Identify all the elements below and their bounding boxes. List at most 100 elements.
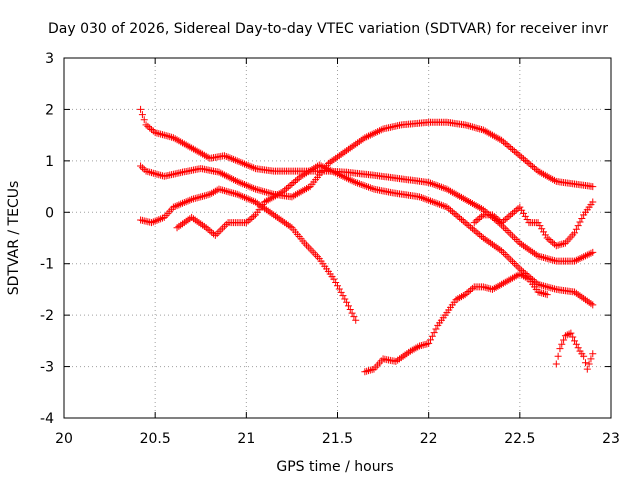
y-tick-label: -1 [40, 257, 54, 273]
data-point [231, 177, 239, 185]
data-point [237, 158, 245, 166]
data-point [547, 284, 555, 292]
y-tick-label: -4 [40, 411, 54, 427]
x-axis-label: GPS time / hours [276, 459, 393, 475]
data-point [587, 249, 595, 257]
data-point [572, 289, 580, 297]
data-point [304, 243, 312, 251]
data-point [394, 356, 402, 364]
data-point [363, 182, 371, 190]
data-point [261, 204, 269, 212]
data-point [259, 187, 267, 195]
data-point [516, 270, 524, 278]
data-point [261, 198, 269, 206]
data-point [434, 182, 442, 190]
data-point [250, 197, 258, 205]
data-point [328, 167, 336, 175]
data-point [175, 137, 183, 145]
data-point [177, 200, 185, 208]
data-point [306, 167, 314, 175]
data-point [516, 152, 524, 160]
data-point [574, 255, 582, 263]
data-point [138, 111, 146, 119]
data-point [406, 347, 414, 355]
data-point [540, 290, 548, 298]
y-tick-label: 0 [45, 205, 54, 221]
data-point [253, 186, 261, 194]
series-track-g [552, 329, 597, 373]
data-point [343, 298, 351, 306]
data-point [499, 223, 507, 231]
data-point [339, 149, 347, 157]
data-point [230, 189, 238, 197]
data-point [377, 126, 385, 134]
data-point [432, 325, 440, 333]
data-point [262, 197, 270, 205]
data-point [578, 254, 586, 262]
data-point [541, 254, 549, 262]
data-point [523, 158, 531, 166]
data-point [332, 278, 340, 286]
data-point [155, 171, 163, 179]
data-point [580, 294, 588, 302]
data-point [488, 131, 496, 139]
data-point [374, 128, 382, 136]
data-point [228, 175, 236, 183]
data-point [583, 251, 591, 259]
data-point [476, 125, 484, 133]
data-point [476, 231, 484, 239]
data-point [569, 333, 577, 341]
data-point [496, 281, 504, 289]
x-tick-labels: 20 20.5 21 21.5 22 22.5 23 [55, 431, 620, 447]
data-point [437, 183, 445, 191]
data-point [456, 294, 464, 302]
data-point [251, 185, 259, 193]
data-point [189, 145, 197, 153]
data-point [583, 365, 591, 373]
data-point [213, 230, 221, 238]
data-point [361, 134, 369, 142]
data-point [335, 152, 343, 160]
data-point [567, 329, 575, 337]
data-point [421, 195, 429, 203]
data-point [532, 279, 540, 287]
data-point [549, 284, 557, 292]
data-point [169, 203, 177, 211]
data-point [534, 219, 542, 227]
data-point [523, 244, 531, 252]
data-point [443, 185, 451, 193]
data-point [248, 214, 256, 222]
data-point [476, 204, 484, 212]
data-point [359, 135, 367, 143]
data-point [191, 146, 199, 154]
data-point [324, 165, 332, 173]
data-point [448, 208, 456, 216]
data-point [447, 206, 455, 214]
data-point [534, 167, 542, 175]
data-point [527, 161, 535, 169]
data-point [317, 162, 325, 170]
data-point [312, 163, 320, 171]
data-point [188, 195, 196, 203]
data-point [368, 366, 376, 374]
data-point [408, 346, 416, 354]
data-point [536, 222, 544, 230]
data-point [510, 273, 518, 281]
data-point [479, 234, 487, 242]
data-point [529, 248, 537, 256]
data-point [180, 140, 188, 148]
data-point [487, 130, 495, 138]
series-track-c [137, 185, 360, 324]
data-point [474, 203, 482, 211]
data-point [536, 281, 544, 289]
data-point [208, 228, 216, 236]
data-point [248, 163, 256, 171]
data-point [510, 208, 518, 216]
data-point [281, 186, 289, 194]
data-point [498, 247, 506, 255]
data-point [330, 275, 338, 283]
data-point [518, 240, 526, 248]
data-point [472, 228, 480, 236]
data-point [153, 216, 161, 224]
data-point [357, 136, 365, 144]
